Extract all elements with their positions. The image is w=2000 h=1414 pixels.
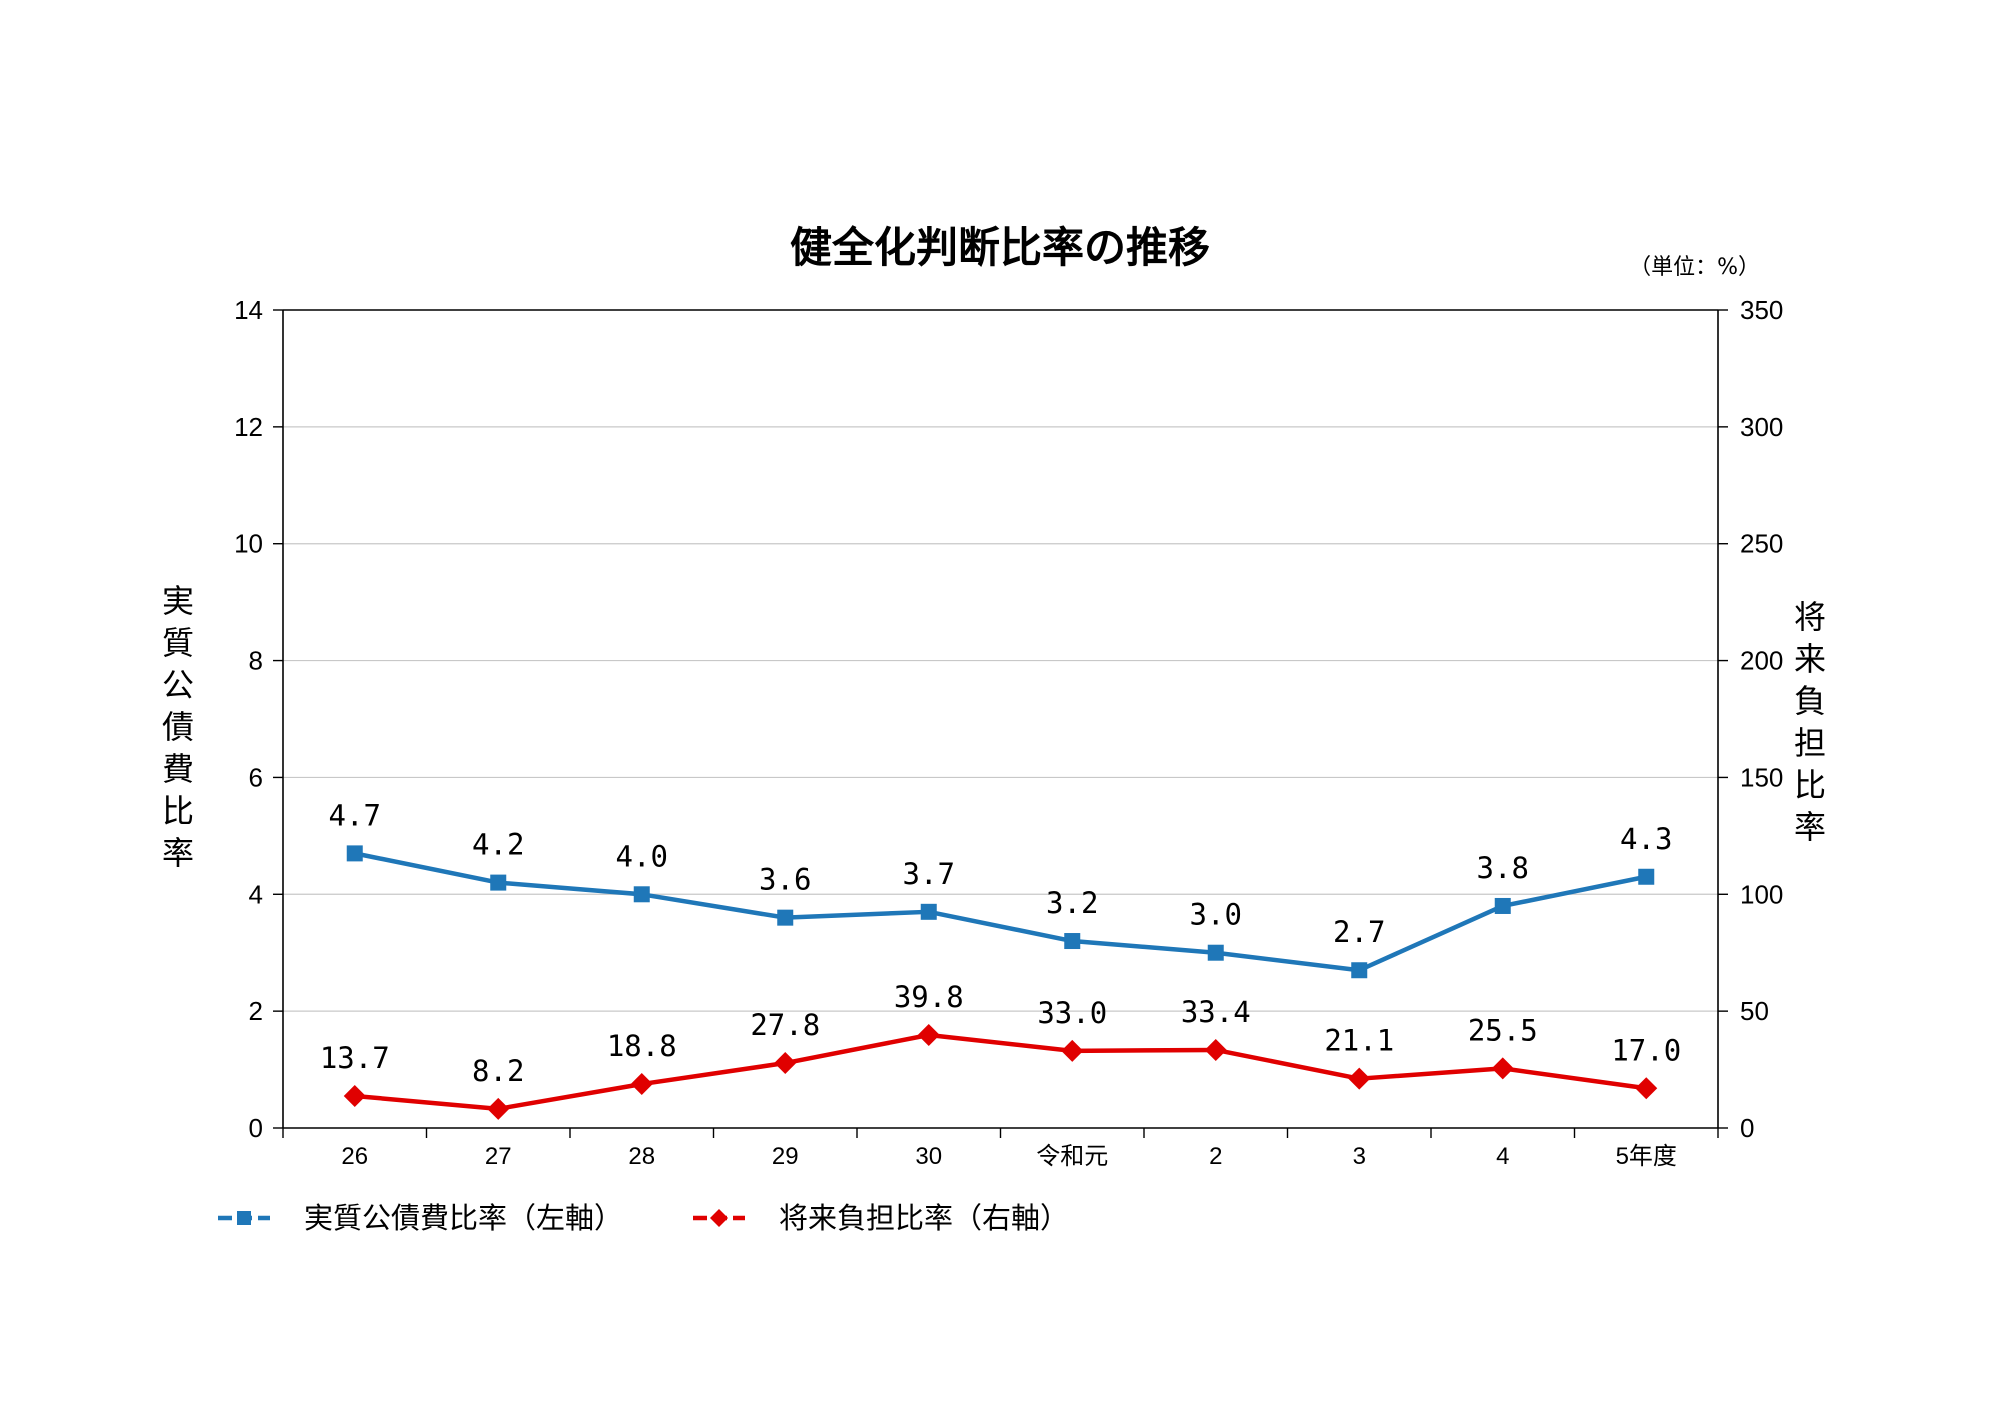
gridlines: [283, 426, 1718, 1012]
series-0-point: [1494, 897, 1511, 914]
left-tick-label: 6: [249, 762, 263, 792]
data-label: 39.8: [894, 980, 964, 1014]
right-tick-label: 200: [1740, 646, 1783, 676]
right-tick-label: 0: [1740, 1113, 1754, 1143]
left-tick-label: 4: [249, 879, 263, 909]
x-tick-label: 29: [772, 1143, 799, 1170]
series-0-point: [920, 903, 937, 920]
data-label: 25.5: [1468, 1013, 1538, 1047]
x-tick-label: 30: [915, 1143, 942, 1170]
x-tick-label: 5年度: [1616, 1143, 1677, 1170]
left-tick-label: 10: [234, 529, 263, 559]
right-tick-label: 300: [1740, 412, 1783, 442]
series-0-point: [490, 874, 507, 891]
x-tick-label: 2: [1209, 1143, 1222, 1170]
data-label: 3.0: [1190, 898, 1242, 932]
x-tick-label: 27: [485, 1143, 512, 1170]
data-label: 3.8: [1477, 851, 1529, 885]
left-tick-label: 2: [249, 996, 263, 1026]
left-tick-label: 0: [249, 1113, 263, 1143]
series-1-point: [1061, 1039, 1084, 1062]
data-label: 8.2: [472, 1054, 524, 1088]
series-line-0: [354, 851, 1647, 973]
series-0-point: [1207, 944, 1224, 961]
data-label: 17.0: [1611, 1033, 1681, 1067]
right-axis-title: 将来負担比率: [1794, 598, 1826, 846]
data-label: 3.7: [903, 857, 955, 891]
left-axis-title: 実質公債費比率: [162, 582, 194, 872]
legend-label: 将来負担比率（右軸）: [779, 1201, 1069, 1235]
left-tick-label: 8: [249, 646, 263, 676]
right-axis-title-text: 将来負担比率: [1794, 598, 1826, 846]
series-1-point: [1204, 1038, 1227, 1061]
chart-title: 健全化判断比率の推移: [790, 223, 1210, 272]
right-axis-ticks: 0 50 100 150 200 250 300 350: [1718, 295, 1783, 1143]
data-label: 33.0: [1037, 996, 1107, 1030]
x-tick-label: 4: [1496, 1143, 1509, 1170]
data-label: 21.1: [1324, 1024, 1394, 1058]
right-tick-label: 150: [1740, 762, 1783, 792]
x-tick-label: 3: [1353, 1143, 1366, 1170]
series-0-point: [346, 845, 363, 862]
series-1-point: [1348, 1067, 1371, 1090]
data-label: 18.8: [607, 1029, 677, 1063]
series-0-point: [1064, 933, 1081, 950]
series-1-point: [917, 1023, 940, 1046]
x-axis-ticks: 26 27 28 29 30 令和元 2 3 4 5年度: [282, 1128, 1719, 1170]
series-1-point: [1491, 1057, 1514, 1080]
data-label: 27.8: [750, 1008, 820, 1042]
series-line-1: [354, 1032, 1647, 1112]
series-0-point: [777, 909, 794, 926]
data-label: 13.7: [320, 1041, 390, 1075]
x-tick-label: 26: [341, 1143, 368, 1170]
data-label: 33.4: [1181, 995, 1251, 1029]
legend-marker-square: [237, 1211, 251, 1225]
right-tick-label: 100: [1740, 879, 1783, 909]
series-0-point: [633, 886, 650, 903]
series-1-point: [630, 1073, 653, 1096]
series-0-point: [1638, 868, 1655, 885]
data-label: 2.7: [1333, 915, 1385, 949]
right-tick-label: 50: [1740, 996, 1769, 1026]
data-label: 3.2: [1046, 886, 1098, 920]
right-tick-label: 350: [1740, 295, 1783, 325]
left-tick-label: 12: [234, 412, 263, 442]
legend-marker-diamond: [710, 1209, 728, 1227]
axes: [282, 309, 1719, 1129]
data-label: 4.0: [616, 839, 668, 873]
series-0-point: [1351, 962, 1368, 979]
left-axis-ticks: 0 2 4 6 8 10 12 14: [234, 295, 283, 1143]
unit-note: （単位：%）: [1629, 255, 1760, 280]
series-1-point: [1635, 1077, 1658, 1100]
data-label: 4.7: [329, 798, 381, 832]
series-1-point: [774, 1052, 797, 1075]
series-1-point: [487, 1097, 510, 1120]
data-label: 3.6: [759, 863, 811, 897]
left-tick-label: 14: [234, 295, 263, 325]
data-label: 4.2: [472, 828, 524, 862]
legend: 実質公債費比率（左軸） 将来負担比率（右軸）: [218, 1201, 1069, 1235]
x-tick-label: 28: [628, 1143, 655, 1170]
series-1-point: [343, 1084, 366, 1107]
left-axis-title-text: 実質公債費比率: [162, 582, 194, 872]
x-tick-label: 令和元: [1036, 1143, 1108, 1170]
legend-label: 実質公債費比率（左軸）: [304, 1201, 623, 1235]
series-group: 4.7 4.2 4.0 3.6 3.7 3.2 3.0 2.7 3.8 4.3 13.7 8.2 18.…: [320, 798, 1681, 1120]
data-label: 4.3: [1620, 822, 1672, 856]
right-tick-label: 250: [1740, 529, 1783, 559]
